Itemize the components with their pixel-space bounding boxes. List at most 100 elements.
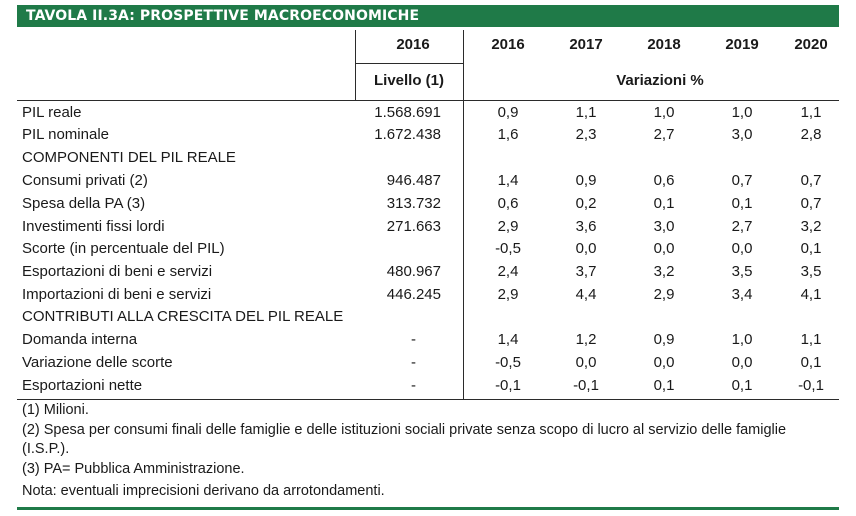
value-cell: 0,9 bbox=[653, 331, 675, 348]
row-label: Scorte (in percentuale del PIL) bbox=[22, 240, 225, 257]
value-cell: 2,7 bbox=[653, 126, 675, 143]
header-rule bbox=[355, 63, 463, 64]
level-cell: 1.672.438 bbox=[374, 126, 441, 143]
table-row: Variazione delle scorte - -0,5 0,0 0,0 0… bbox=[0, 352, 856, 374]
value-cell: 0,0 bbox=[653, 240, 675, 257]
table-row: Scorte (in percentuale del PIL) -0,5 0,0… bbox=[0, 238, 856, 260]
value-cell: 3,4 bbox=[731, 286, 753, 303]
section-row: CONTRIBUTI ALLA CRESCITA DEL PIL REALE bbox=[0, 306, 856, 328]
level-cell: 1.568.691 bbox=[374, 104, 441, 121]
value-cell: 0,1 bbox=[731, 195, 753, 212]
footnotes: (1) Milioni. (2) Spesa per consumi final… bbox=[22, 401, 834, 501]
row-label: Esportazioni nette bbox=[22, 377, 143, 394]
value-cell: 2,9 bbox=[653, 286, 675, 303]
value-cell: 1,0 bbox=[653, 104, 675, 121]
value-cell: 0,6 bbox=[497, 195, 519, 212]
value-cell: 0,2 bbox=[575, 195, 597, 212]
row-label: Spesa della PA (3) bbox=[22, 195, 146, 212]
year-header: 2018 bbox=[647, 36, 681, 53]
section-label: COMPONENTI DEL PIL REALE bbox=[22, 149, 236, 166]
value-cell: 2,9 bbox=[497, 218, 519, 235]
value-cell: 3,7 bbox=[575, 263, 597, 280]
level-cell: 271.663 bbox=[386, 218, 441, 235]
value-cell: 3,5 bbox=[731, 263, 753, 280]
value-cell: 2,4 bbox=[497, 263, 519, 280]
table-row: Importazioni di beni e servizi 446.245 2… bbox=[0, 284, 856, 306]
value-cell: -0,5 bbox=[495, 240, 521, 257]
value-cell: -0,5 bbox=[495, 354, 521, 371]
value-cell: 3,0 bbox=[653, 218, 675, 235]
value-cell: 3,2 bbox=[800, 218, 822, 235]
value-cell: 3,2 bbox=[653, 263, 675, 280]
value-cell: 2,3 bbox=[575, 126, 597, 143]
value-cell: 4,1 bbox=[800, 286, 822, 303]
section-label: CONTRIBUTI ALLA CRESCITA DEL PIL REALE bbox=[22, 308, 344, 325]
value-cell: 0,0 bbox=[575, 240, 597, 257]
row-label: Variazione delle scorte bbox=[22, 354, 173, 371]
value-cell: 3,0 bbox=[731, 126, 753, 143]
value-cell: 0,0 bbox=[653, 354, 675, 371]
value-cell: 0,0 bbox=[731, 354, 753, 371]
level-cell: 480.967 bbox=[386, 263, 441, 280]
value-cell: 1,1 bbox=[800, 104, 822, 121]
value-cell: 3,6 bbox=[575, 218, 597, 235]
row-label: Domanda interna bbox=[22, 331, 138, 348]
value-cell: -0,1 bbox=[573, 377, 599, 394]
footnote: Nota: eventuali imprecisioni derivano da… bbox=[22, 483, 385, 499]
table-title: TAVOLA II.3A: PROSPETTIVE MACROECONOMICH… bbox=[17, 5, 839, 27]
value-cell: 0,1 bbox=[800, 240, 822, 257]
bottom-accent-bar bbox=[17, 507, 839, 510]
value-cell: 1,4 bbox=[497, 172, 519, 189]
footnote: (2) Spesa per consumi finali delle famig… bbox=[22, 422, 787, 457]
value-cell: 1,0 bbox=[731, 331, 753, 348]
value-cell: 1,1 bbox=[800, 331, 822, 348]
value-cell: 1,1 bbox=[575, 104, 597, 121]
year-header: 2020 bbox=[794, 36, 828, 53]
value-cell: 0,1 bbox=[731, 377, 753, 394]
table-row: Esportazioni nette - -0,1 -0,1 0,1 0,1 -… bbox=[0, 375, 856, 397]
table-row: Investimenti fissi lordi 271.663 2,9 3,6… bbox=[0, 216, 856, 238]
value-cell: 0,0 bbox=[575, 354, 597, 371]
table-bottom-rule bbox=[17, 399, 839, 400]
value-cell: 0,0 bbox=[731, 240, 753, 257]
level-year-header: 2016 bbox=[396, 36, 430, 53]
table-row: PIL nominale 1.672.438 1,6 2,3 2,7 3,0 2… bbox=[0, 124, 856, 146]
value-cell: 2,8 bbox=[800, 126, 822, 143]
level-label-header: Livello (1) bbox=[373, 72, 444, 89]
value-cell: 0,9 bbox=[497, 104, 519, 121]
table-row: Spesa della PA (3) 313.732 0,6 0,2 0,1 0… bbox=[0, 193, 856, 215]
value-cell: 1,0 bbox=[731, 104, 753, 121]
value-cell: 1,2 bbox=[575, 331, 597, 348]
table-row: Consumi privati (2) 946.487 1,4 0,9 0,6 … bbox=[0, 170, 856, 192]
table-row: PIL reale 1.568.691 0,9 1,1 1,0 1,0 1,1 bbox=[0, 102, 856, 124]
column-divider bbox=[355, 30, 356, 100]
year-header: 2017 bbox=[569, 36, 603, 53]
level-cell: 313.732 bbox=[386, 195, 441, 212]
row-label: Investimenti fissi lordi bbox=[22, 218, 165, 235]
row-label: Importazioni di beni e servizi bbox=[22, 286, 212, 303]
header-rule bbox=[17, 100, 839, 101]
value-cell: 2,9 bbox=[497, 286, 519, 303]
value-cell: 0,1 bbox=[653, 377, 675, 394]
value-cell: -0,1 bbox=[495, 377, 521, 394]
row-label: Consumi privati (2) bbox=[22, 172, 148, 189]
table-row: Domanda interna - 1,4 1,2 0,9 1,0 1,1 bbox=[0, 329, 856, 351]
value-cell: 0,6 bbox=[653, 172, 675, 189]
footnote: (3) PA= Pubblica Amministrazione. bbox=[22, 461, 245, 477]
level-cell: - bbox=[411, 331, 416, 348]
value-cell: 0,7 bbox=[800, 195, 822, 212]
year-header: 2016 bbox=[491, 36, 525, 53]
value-cell: 0,1 bbox=[800, 354, 822, 371]
row-label: PIL reale bbox=[22, 104, 82, 121]
row-label: PIL nominale bbox=[22, 126, 109, 143]
section-row: COMPONENTI DEL PIL REALE bbox=[0, 147, 856, 169]
value-cell: 0,9 bbox=[575, 172, 597, 189]
value-cell: 0,1 bbox=[653, 195, 675, 212]
row-label: Esportazioni di beni e servizi bbox=[22, 263, 213, 280]
value-cell: 3,5 bbox=[800, 263, 822, 280]
value-cell: -0,1 bbox=[798, 377, 824, 394]
value-cell: 0,7 bbox=[731, 172, 753, 189]
footnote: (1) Milioni. bbox=[22, 402, 89, 418]
value-cell: 1,6 bbox=[497, 126, 519, 143]
level-cell: - bbox=[411, 377, 416, 394]
